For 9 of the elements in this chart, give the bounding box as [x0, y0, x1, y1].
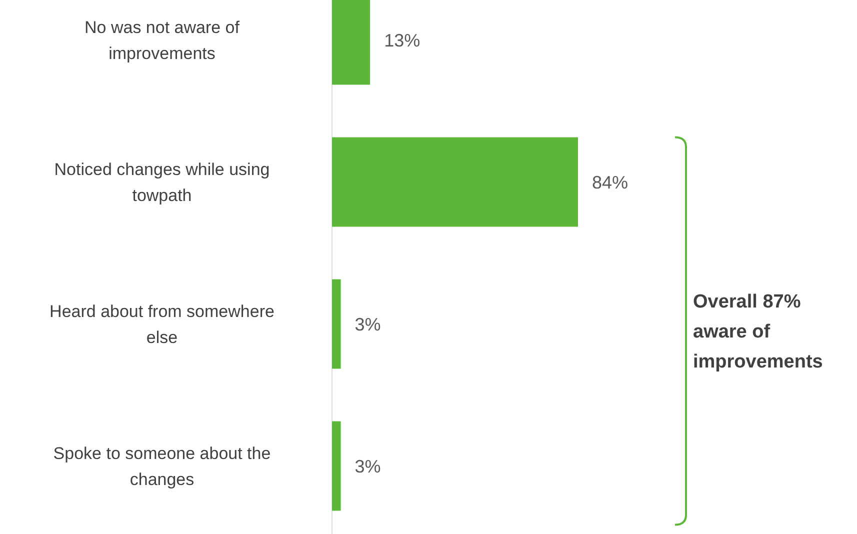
data-label: 84% [592, 172, 628, 192]
text: Overall 87% aware of improvements [693, 292, 823, 373]
y-tick-label: Spoke to someone about the changes [53, 444, 271, 489]
y-tick-label: Noticed changes while using towpath [54, 160, 270, 205]
y-tick-label: Heard about from somewhere else [50, 302, 274, 347]
y-tick-label: No was not aware of improvements [84, 18, 240, 63]
data-label: 13% [384, 30, 420, 50]
data-label: 3% [354, 456, 381, 476]
data-label: 3% [354, 314, 381, 334]
